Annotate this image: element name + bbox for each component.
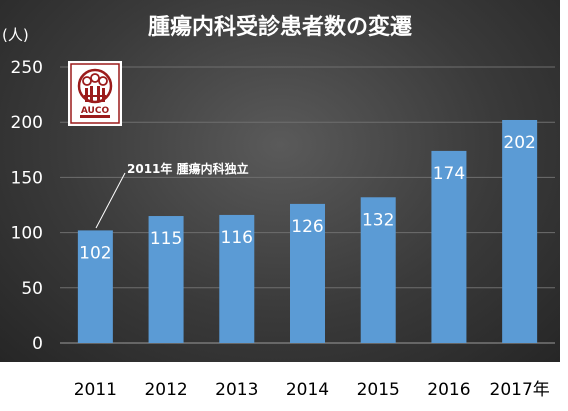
data-label: 115 bbox=[150, 229, 182, 249]
bar-2011 bbox=[77, 230, 113, 343]
x-tick-label: 2015 bbox=[357, 380, 400, 400]
y-tick-label: 200 bbox=[11, 113, 43, 133]
data-label: 132 bbox=[362, 210, 394, 230]
x-tick-label: 2012 bbox=[144, 380, 187, 400]
bar-2014 bbox=[290, 203, 325, 343]
x-tick-labels: 2011 2012 2013 2014 2015 2016 2017年 bbox=[74, 380, 550, 400]
bars bbox=[77, 119, 538, 343]
y-tick-label: 150 bbox=[11, 168, 43, 188]
data-label: 202 bbox=[503, 133, 535, 153]
x-tick-label: 2011 bbox=[74, 380, 117, 400]
y-axis-unit: (人) bbox=[2, 26, 29, 44]
annotation-text: 2011年 腫瘍内科独立 bbox=[127, 161, 249, 176]
bar-2012 bbox=[148, 216, 184, 343]
annotation-leader-line bbox=[95, 172, 126, 229]
y-tick-label: 0 bbox=[32, 334, 43, 354]
y-tick-labels: 0 50 100 150 200 250 bbox=[11, 58, 43, 354]
x-tick-label: 2013 bbox=[215, 380, 258, 400]
chart-title: 腫瘍内科受診患者数の変遷 bbox=[148, 14, 412, 40]
data-label: 116 bbox=[221, 228, 253, 248]
y-tick-label: 250 bbox=[11, 58, 43, 78]
data-label: 174 bbox=[433, 164, 465, 184]
x-tick-label: 2016 bbox=[427, 380, 470, 400]
y-tick-label: 100 bbox=[11, 224, 43, 244]
x-tick-label: 2017年 bbox=[490, 380, 550, 400]
data-labels: 102 115 116 126 132 174 202 bbox=[79, 133, 536, 263]
logo-text: AUCO bbox=[81, 106, 110, 116]
data-label: 102 bbox=[79, 243, 111, 263]
data-label: 126 bbox=[291, 217, 323, 237]
bar-2016 bbox=[431, 150, 467, 343]
x-tick-label: 2014 bbox=[286, 380, 329, 400]
y-tick-label: 50 bbox=[21, 279, 43, 299]
auco-logo: AUCO bbox=[68, 61, 122, 126]
bar-2013 bbox=[219, 214, 255, 343]
bar-2015 bbox=[360, 197, 396, 343]
bar-2017年 bbox=[502, 119, 538, 343]
